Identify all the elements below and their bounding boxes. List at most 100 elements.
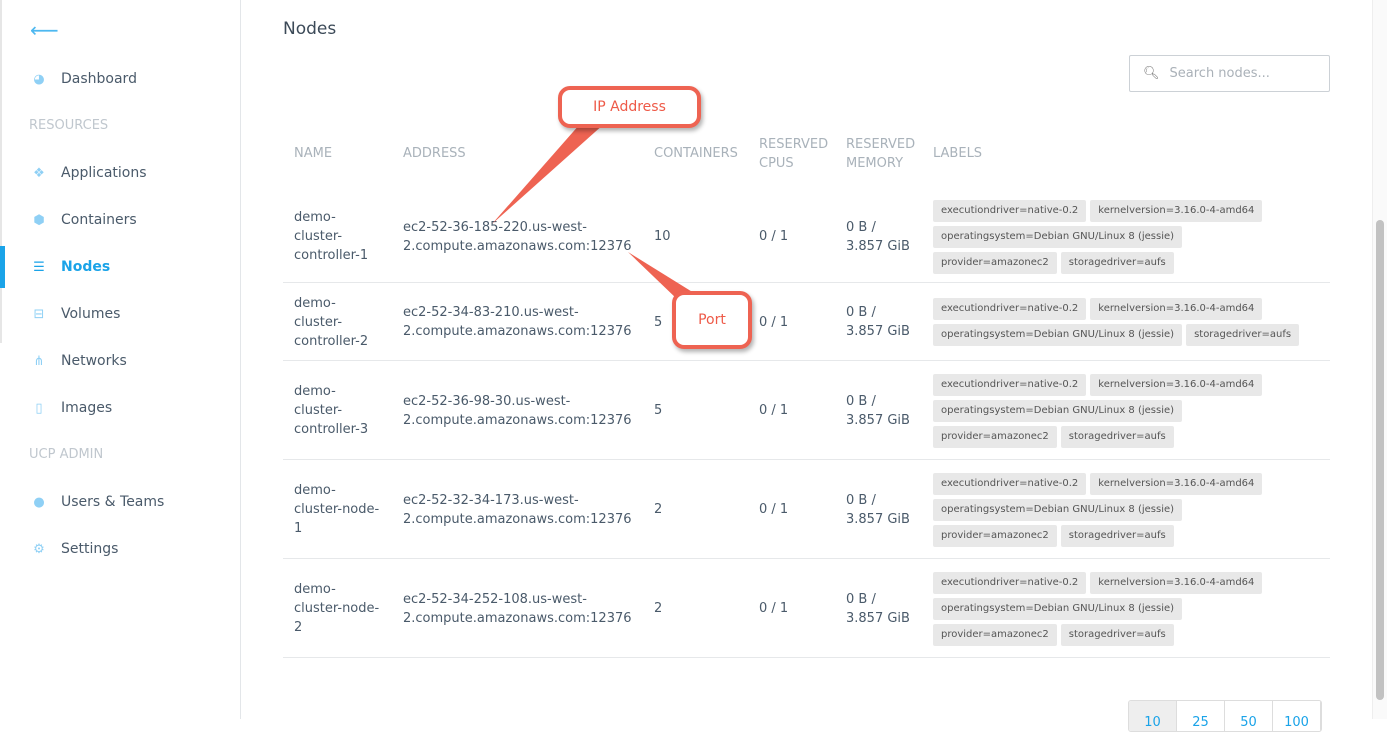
col-reserved-cpus[interactable]: RESERVED CPUS [759,135,828,173]
node-name[interactable]: demo-cluster-controller-2 [294,294,368,351]
col-address[interactable]: ADDRESS [403,146,466,161]
memory-line: 0 B / [846,393,876,409]
page-title: Nodes [283,19,337,39]
sidebar-item-nodes[interactable]: ☰ Nodes [0,246,240,288]
address-line: ec2-52-36-185-220.us-west- [403,219,587,235]
node-name[interactable]: demo-cluster-node- 2 [294,580,379,637]
col-label: CPUS [759,156,794,171]
address-line: ec2-52-36-98-30.us-west- [403,393,571,409]
col-containers[interactable]: CONTAINERS [654,146,738,161]
table-row[interactable]: demo-cluster-node- 2 ec2-52-34-252-108.us-… [283,559,1330,658]
memory-line: 0 B / [846,492,876,508]
col-reserved-memory[interactable]: RESERVED MEMORY [846,135,915,173]
sidebar-item-settings[interactable]: ⚙ Settings [0,534,240,564]
scrollbar-thumb[interactable] [1376,220,1384,700]
label-tag: provider=amazonec2 [933,623,1057,646]
name-line: cluster-node- [294,601,380,616]
node-address: ec2-52-34-252-108.us-west- 2.compute.amaz… [403,590,632,628]
section-ucp-admin: UCP ADMIN [29,447,104,462]
sidebar-item-networks[interactable]: ⋔ Networks [0,346,240,376]
name-line: cluster- [294,229,343,244]
node-reserved-cpus: 0 / 1 [759,601,789,616]
label-tag: kernelversion=3.16.0-4-amd64 [1090,199,1263,222]
table-row[interactable]: demo-cluster-node- 1 ec2-52-32-34-173.us-w… [283,460,1330,559]
memory-line: 3.857 GiB [846,511,910,527]
sidebar-item-images[interactable]: ▯ Images [0,393,240,423]
label-tag: storagedriver=aufs [1186,324,1300,346]
name-line: cluster- [294,403,343,418]
node-name[interactable]: demo-cluster-controller-3 [294,382,368,439]
name-line: demo- [294,210,336,225]
cubes-icon: ❖ [33,165,45,181]
search-icon: 🔍︎ [1143,66,1160,81]
node-containers: 5 [654,314,663,330]
node-labels: executiondriver=native-0.2 kernelversion=… [933,373,1303,448]
label-tag: storagedriver=aufs [1060,425,1174,448]
address-line: ec2-52-34-252-108.us-west- [403,591,587,607]
scrollbar[interactable] [1372,0,1387,719]
node-labels: executiondriver=native-0.2 kernelversion=… [933,298,1303,346]
cogs-icon: ⚙ [33,541,45,557]
sidebar-item-volumes[interactable]: ⊟ Volumes [0,299,240,329]
name-line: demo- [294,582,336,597]
address-line: 2.compute.amazonaws.com:12376 [403,324,632,339]
label-tag: provider=amazonec2 [933,524,1057,547]
label-tag: executiondriver=native-0.2 [933,571,1087,594]
node-name[interactable]: demo-cluster-controller-1 [294,208,368,265]
sidebar-item-dashboard[interactable]: ◕ Dashboard [0,64,240,94]
label-tag: executiondriver=native-0.2 [933,199,1087,222]
node-reserved-cpus: 0 / 1 [759,403,789,418]
table-row[interactable]: demo-cluster-controller-2 ec2-52-34-83-21… [283,283,1330,361]
label-tag: executiondriver=native-0.2 [933,298,1087,320]
address-line: 2.compute.amazonaws.com:12376 [403,610,632,626]
name-line: cluster-node- [294,502,380,517]
label-tag: kernelversion=3.16.0-4-amd64 [1090,373,1263,396]
node-reserved-memory: 0 B / 3.857 GiB [846,218,910,256]
node-address: ec2-52-32-34-173.us-west- 2.compute.amazo… [403,491,632,529]
name-line: 1 [294,521,303,536]
sidebar: ⟵ ◕ Dashboard RESOURCES ❖ Applications ⬢ Co… [0,0,241,719]
search-box[interactable]: 🔍︎ [1129,55,1330,92]
sidebar-edge [0,0,2,343]
node-name[interactable]: demo-cluster-node- 1 [294,481,379,538]
sidebar-item-containers[interactable]: ⬢ Containers [0,205,240,235]
memory-line: 0 B / [846,591,876,607]
node-containers: 10 [654,229,671,244]
cube-icon: ⬢ [33,212,45,228]
arrow-left-icon[interactable]: ⟵ [30,18,59,42]
node-reserved-memory: 0 B / 3.857 GiB [846,392,910,430]
col-name[interactable]: NAME [294,146,333,161]
memory-line: 0 B / [846,219,876,235]
node-reserved-cpus: 0 / 1 [759,314,789,330]
name-line: demo- [294,295,336,311]
search-input[interactable] [1169,66,1320,81]
ip-address-callout: IP Address [558,86,701,128]
name-line: demo- [294,483,336,498]
user-icon: ● [33,494,45,510]
name-line: controller-2 [294,333,369,349]
name-line: controller-1 [294,248,369,263]
label-tag: executiondriver=native-0.2 [933,373,1087,396]
label-tag: provider=amazonec2 [933,425,1057,448]
file-icon: ▯ [35,400,43,416]
label-tag: storagedriver=aufs [1060,251,1174,274]
sidebar-item-users-teams[interactable]: ● Users & Teams [0,487,240,517]
label-tag: storagedriver=aufs [1060,623,1174,646]
name-line: cluster- [294,314,343,330]
node-labels: executiondriver=native-0.2 kernelversion=… [933,472,1303,547]
name-line: controller-3 [294,422,369,437]
node-containers: 2 [654,601,663,616]
address-line: ec2-52-34-83-210.us-west- [403,305,579,320]
col-labels[interactable]: LABELS [933,146,983,161]
sidebar-item-applications[interactable]: ❖ Applications [0,158,240,188]
section-resources: RESOURCES [29,118,109,133]
node-reserved-memory: 0 B / 3.857 GiB [846,590,910,628]
memory-line: 3.857 GiB [846,412,910,428]
memory-line: 3.857 GiB [846,238,910,254]
node-address: ec2-52-36-98-30.us-west- 2.compute.amazon… [403,392,632,430]
table-row[interactable]: demo-cluster-controller-1 ec2-52-36-185-2… [283,190,1330,283]
address-line: 2.compute.amazonaws.com:12376 [403,412,632,428]
table-row[interactable]: demo-cluster-controller-3 ec2-52-36-98-30… [283,361,1330,460]
node-reserved-cpus: 0 / 1 [759,502,789,517]
